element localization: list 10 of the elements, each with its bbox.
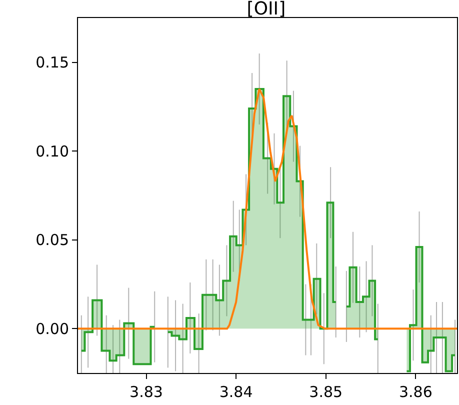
- x-tick-label: 3.85: [309, 383, 343, 401]
- chart-title: [OII]: [246, 0, 286, 20]
- line-series: [78, 88, 457, 330]
- x-tick-label: 3.83: [130, 383, 163, 401]
- y-tick-label: 0.15: [36, 54, 69, 72]
- x-tick-label: 3.84: [219, 383, 253, 401]
- y-tick-label: 0.00: [36, 320, 69, 338]
- y-tick-label: 0.05: [36, 231, 69, 250]
- y-tick-label: 0.10: [36, 142, 69, 160]
- x-tick-label: 3.86: [398, 383, 432, 401]
